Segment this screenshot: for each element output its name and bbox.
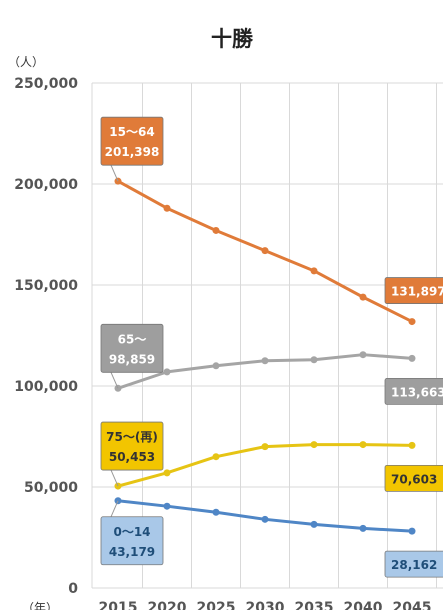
callout-start-value: 43,179	[109, 545, 155, 559]
callout-series-label: 15～64	[109, 125, 154, 139]
data-point	[408, 318, 416, 326]
data-point	[163, 469, 171, 477]
callout-leader	[110, 164, 119, 182]
data-point	[261, 443, 269, 451]
callout-leader	[110, 469, 119, 487]
callout-box-start	[100, 421, 164, 471]
data-point	[310, 520, 318, 528]
callout-end-value: 28,162	[391, 558, 437, 572]
chart-title: 十勝	[211, 27, 254, 51]
callout-end-value: 113,663	[391, 385, 443, 399]
data-point	[310, 267, 318, 275]
x-tick-label: 2020	[148, 600, 187, 610]
data-point	[359, 351, 367, 359]
x-tick-label: 2040	[344, 600, 383, 610]
x-tick-label: 2045	[393, 600, 432, 610]
data-point	[408, 441, 416, 449]
y-axis-unit-label: （人）	[8, 55, 44, 69]
callout-box-start	[100, 323, 164, 373]
data-point	[408, 527, 416, 535]
axes: 0 50,000 100,000 150,000 200,000 250,000 2015 2…	[14, 76, 431, 610]
y-tick-label: 150,000	[14, 278, 78, 294]
callout-leader	[110, 372, 119, 389]
y-tick-label: 100,000	[14, 379, 78, 395]
data-point	[261, 515, 269, 523]
data-point	[359, 441, 367, 449]
y-tick-label: 50,000	[24, 480, 78, 496]
data-point	[261, 247, 269, 255]
data-callouts: 15～64 201,398 131,897 65～ 98,859 113,663 75～(再…	[100, 116, 443, 578]
y-tick-label: 200,000	[14, 177, 78, 193]
callout-box-end	[384, 277, 443, 304]
callout-start-value: 201,398	[105, 145, 160, 159]
data-point	[212, 362, 220, 370]
callout-box-end	[384, 464, 443, 492]
callout-end-value: 70,603	[391, 472, 437, 486]
data-point	[310, 441, 318, 449]
callout-leader	[110, 500, 119, 517]
callout-series-label: 65～	[118, 332, 147, 346]
data-point	[212, 508, 220, 516]
x-tick-label: 2015	[99, 600, 138, 610]
y-tick-label: 0	[68, 581, 78, 597]
callout-start-value: 50,453	[109, 450, 155, 464]
data-point	[163, 204, 171, 212]
callout-end-value: 131,897	[391, 285, 443, 299]
data-point	[359, 293, 367, 301]
callout-box-end	[384, 378, 443, 405]
callout-start-value: 98,859	[109, 352, 155, 366]
data-point	[261, 357, 269, 365]
callout-series-label: 75～(再)	[106, 430, 158, 444]
x-tick-label: 2030	[246, 600, 285, 610]
data-point	[163, 502, 171, 510]
x-axis-unit-label: （年）	[22, 601, 58, 610]
data-point	[359, 524, 367, 532]
y-tick-label: 250,000	[14, 76, 78, 92]
callout-box-end	[384, 550, 443, 578]
callout-box-start	[100, 116, 164, 166]
data-point	[408, 354, 416, 362]
x-tick-label: 2035	[295, 600, 334, 610]
x-tick-label: 2025	[197, 600, 236, 610]
data-point	[212, 226, 220, 234]
callout-series-label: 0～14	[113, 525, 150, 539]
callout-box-start	[100, 516, 164, 566]
data-point	[310, 356, 318, 364]
data-point	[212, 453, 220, 461]
grid	[91, 82, 443, 589]
data-point	[163, 368, 171, 376]
